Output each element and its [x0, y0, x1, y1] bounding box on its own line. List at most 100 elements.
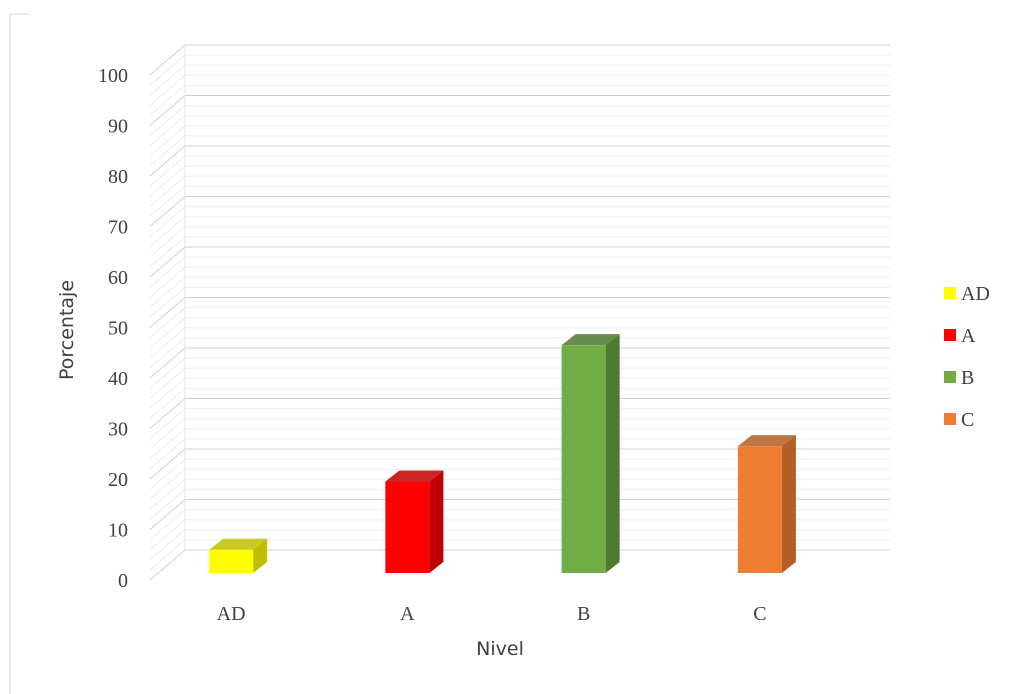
minor-gridline-diagonal [149, 266, 186, 298]
minor-gridline-diagonal [149, 115, 186, 147]
bar-front [209, 549, 254, 573]
y-tick-label: 70 [108, 217, 128, 239]
bar-side [605, 334, 620, 573]
y-tick-label: 100 [98, 65, 128, 87]
x-tick-label: B [577, 603, 590, 625]
y-axis-title: Porcentaje [56, 280, 78, 380]
minor-gridline-diagonal [149, 428, 186, 460]
y-tick-label: 10 [108, 520, 128, 542]
y-tick-label: 80 [108, 166, 128, 188]
x-axis-title: Nivel [476, 638, 524, 660]
minor-gridline-diagonal [149, 489, 186, 520]
bar-top [737, 435, 796, 447]
legend-item: B [944, 367, 974, 389]
legend-swatch [944, 287, 956, 299]
minor-gridline-diagonal [149, 64, 186, 96]
major-gridline-diagonal [149, 246, 186, 278]
minor-gridline-diagonal [149, 317, 186, 349]
y-tick-label: 50 [108, 318, 128, 340]
minor-gridline-diagonal [149, 327, 186, 359]
bar-side [781, 435, 796, 573]
y-axis-ticks: 0 10 20 30 40 50 60 70 80 90 100 [98, 65, 128, 592]
bar-side [253, 538, 268, 573]
legend-item: A [944, 325, 976, 347]
bar-front [561, 345, 606, 573]
bar-front [737, 446, 782, 573]
legend-swatch [944, 329, 956, 341]
legend-label: AD [961, 283, 990, 305]
minor-gridline-diagonal [149, 226, 186, 258]
bar-C [737, 435, 796, 573]
minor-gridline-diagonal [149, 186, 186, 217]
y-tick-label: 20 [108, 469, 128, 491]
major-gridline-diagonal [149, 44, 186, 76]
bar-top [385, 470, 444, 482]
x-tick-label: C [753, 603, 766, 625]
minor-gridline-diagonal [149, 509, 186, 540]
bar-A [385, 470, 444, 573]
minor-gridline-diagonal [149, 377, 186, 409]
minor-gridline-diagonal [149, 357, 186, 389]
minor-gridline-diagonal [149, 165, 186, 197]
minor-gridline-diagonal [149, 74, 186, 106]
minor-gridline-diagonal [149, 85, 186, 116]
bars [209, 334, 796, 573]
legend-label: A [961, 325, 976, 347]
major-gridline-diagonal [149, 297, 186, 328]
minor-gridline-diagonal [149, 216, 186, 248]
x-tick-label: AD [217, 603, 246, 625]
minor-gridline-diagonal [149, 125, 186, 157]
minor-gridline-diagonal [149, 539, 186, 571]
minor-gridline-diagonal [149, 155, 186, 187]
bar-top [209, 538, 268, 550]
legend: AD ABC [944, 283, 990, 431]
y-tick-label: 60 [108, 267, 128, 289]
legend-label: C [961, 409, 974, 431]
bar-AD [209, 538, 268, 573]
minor-gridline-diagonal [149, 256, 186, 288]
minor-gridline-diagonal [149, 388, 186, 419]
chart-border [9, 13, 30, 694]
minor-gridline-diagonal [149, 175, 186, 207]
minor-gridline-diagonal [149, 135, 186, 167]
minor-gridline-diagonal [149, 307, 186, 338]
x-axis-ticks: AD A B C [217, 603, 767, 625]
major-gridline-diagonal [149, 347, 186, 379]
minor-gridline-diagonal [149, 529, 186, 561]
minor-gridline-diagonal [149, 54, 186, 86]
legend-item: AD [944, 283, 990, 305]
minor-gridline-diagonal [149, 337, 186, 369]
bar-side [429, 470, 444, 573]
legend-item: C [944, 409, 974, 431]
minor-gridline-diagonal [149, 105, 186, 136]
legend-label: B [961, 367, 974, 389]
minor-gridline-diagonal [149, 408, 186, 439]
minor-gridline-diagonal [149, 458, 186, 490]
minor-gridline-diagonal [149, 519, 186, 551]
major-gridline-diagonal [149, 549, 186, 581]
major-gridline-diagonal [149, 448, 186, 480]
minor-gridline-diagonal [149, 438, 186, 470]
x-tick-label: A [400, 603, 415, 625]
major-gridline-diagonal [149, 196, 186, 227]
y-tick-label: 30 [108, 419, 128, 441]
legend-swatch [944, 413, 956, 425]
bar-top [561, 334, 620, 346]
y-tick-label: 40 [108, 368, 128, 390]
legend-swatch [944, 371, 956, 383]
major-gridline-diagonal [149, 95, 186, 126]
major-gridline-diagonal [149, 499, 186, 530]
minor-gridline-diagonal [149, 478, 186, 510]
minor-gridline-diagonal [149, 276, 186, 308]
minor-gridline-diagonal [149, 418, 186, 450]
major-gridline-diagonal [149, 145, 186, 177]
minor-gridline-diagonal [149, 236, 186, 268]
y-tick-label: 0 [118, 570, 128, 592]
bar-front [385, 481, 430, 573]
y-tick-label: 90 [108, 116, 128, 138]
minor-gridline-diagonal [149, 367, 186, 399]
bar-B [561, 334, 620, 573]
major-gridline-diagonal [149, 398, 186, 429]
minor-gridline-diagonal [149, 287, 186, 318]
